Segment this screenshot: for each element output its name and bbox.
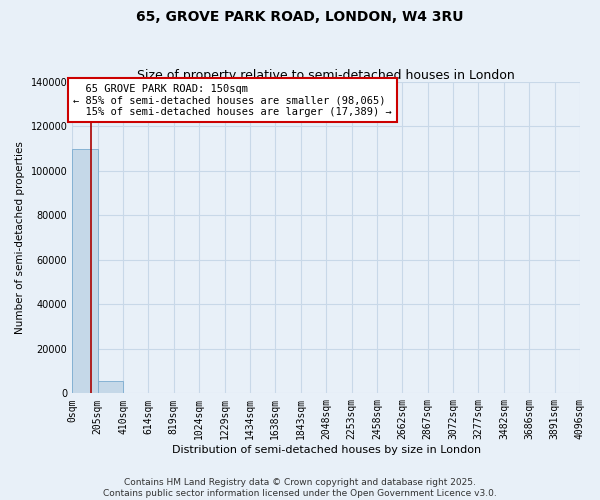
- Bar: [123, 392, 148, 394]
- Y-axis label: Number of semi-detached properties: Number of semi-detached properties: [15, 142, 25, 334]
- Text: 65 GROVE PARK ROAD: 150sqm
← 85% of semi-detached houses are smaller (98,065)
  : 65 GROVE PARK ROAD: 150sqm ← 85% of semi…: [73, 84, 392, 117]
- Bar: [72, 148, 98, 394]
- Text: 65, GROVE PARK ROAD, LONDON, W4 3RU: 65, GROVE PARK ROAD, LONDON, W4 3RU: [136, 10, 464, 24]
- X-axis label: Distribution of semi-detached houses by size in London: Distribution of semi-detached houses by …: [172, 445, 481, 455]
- Bar: [98, 381, 123, 394]
- Text: Contains HM Land Registry data © Crown copyright and database right 2025.
Contai: Contains HM Land Registry data © Crown c…: [103, 478, 497, 498]
- Title: Size of property relative to semi-detached houses in London: Size of property relative to semi-detach…: [137, 69, 515, 82]
